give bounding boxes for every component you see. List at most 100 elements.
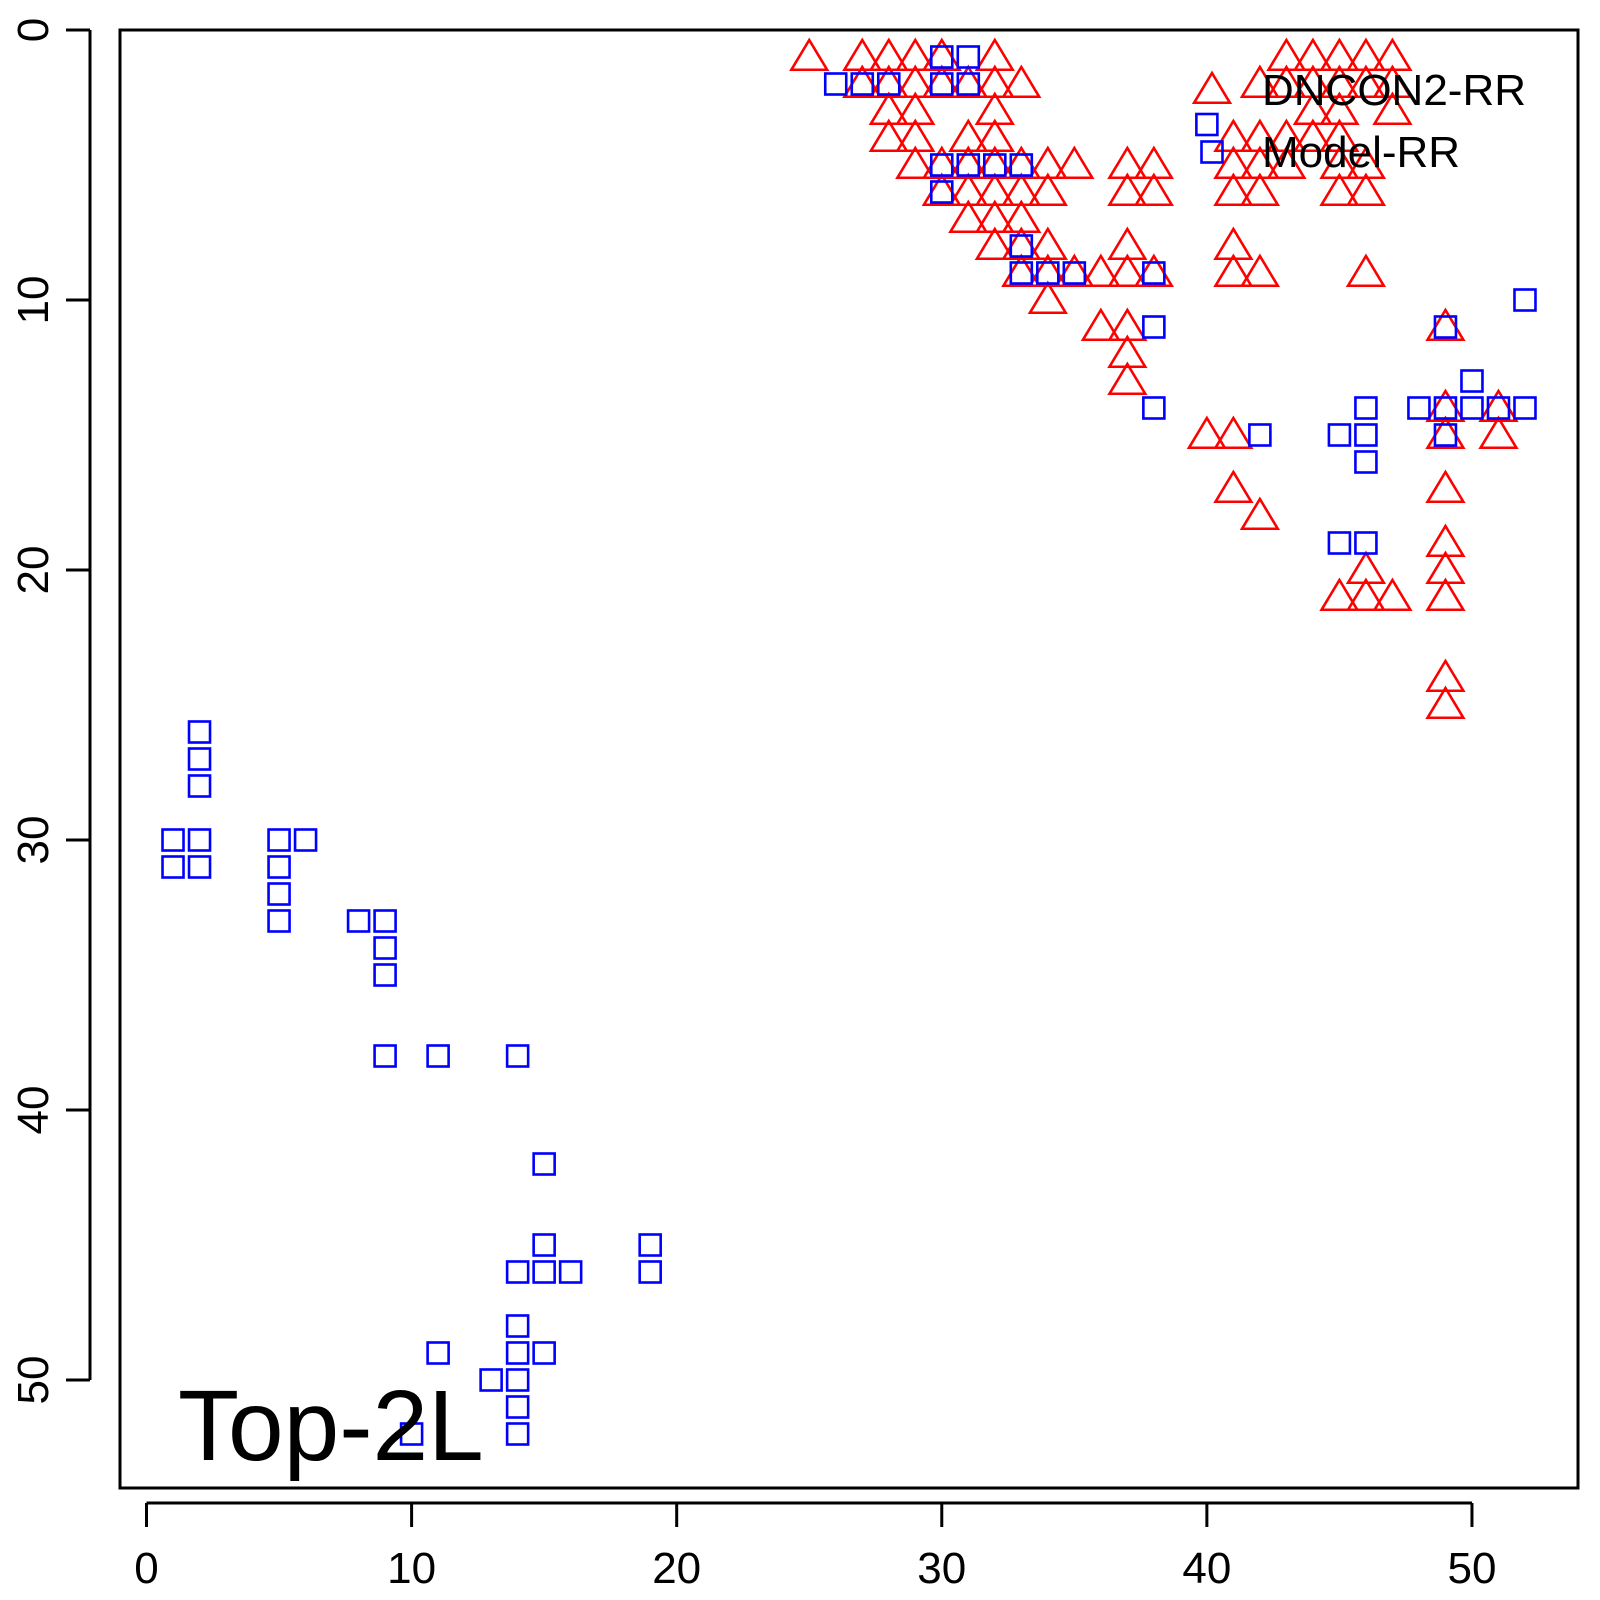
- triangle-point: [895, 37, 936, 72]
- square-point: [187, 855, 212, 879]
- triangle-point: [1080, 307, 1121, 342]
- square-point: [1009, 234, 1034, 258]
- x-tick-label: 50: [1447, 1544, 1496, 1593]
- square-point: [426, 1341, 450, 1365]
- triangle-point: [1239, 64, 1281, 99]
- triangle-point: [1266, 118, 1307, 153]
- square-point: [267, 828, 291, 852]
- square-point: [956, 45, 981, 69]
- x-tick-label: 10: [387, 1544, 436, 1593]
- triangle-point: [921, 145, 962, 180]
- triangle-point: [1107, 334, 1148, 369]
- triangle-point: [1319, 118, 1360, 153]
- triangle-point: [868, 118, 909, 153]
- square-point: [1354, 450, 1378, 474]
- triangle-point: [1345, 64, 1387, 99]
- triangle-point: [1027, 145, 1068, 180]
- triangle-point: [948, 172, 989, 207]
- triangle-point: [1213, 118, 1254, 153]
- square-point: [505, 1341, 530, 1365]
- triangle-point: [1054, 253, 1095, 288]
- triangle-point: [1213, 172, 1254, 207]
- triangle-point: [921, 64, 962, 99]
- square-point: [267, 855, 291, 879]
- square-point: [1009, 153, 1034, 177]
- triangle-point: [1319, 172, 1360, 207]
- triangle-point: [895, 118, 936, 153]
- square-point: [505, 1260, 530, 1284]
- y-tick-label: 40: [9, 1086, 58, 1135]
- triangle-point: [1213, 145, 1254, 180]
- triangle-point: [1266, 37, 1307, 72]
- square-point: [638, 1233, 662, 1257]
- triangle-point: [1425, 550, 1466, 585]
- square-point: [479, 1368, 503, 1392]
- triangle-point: [1133, 172, 1175, 207]
- square-point: [1248, 423, 1272, 447]
- legend-label: Model-RR: [1262, 128, 1460, 177]
- triangle-point: [1001, 226, 1042, 261]
- triangle-point: [1027, 226, 1068, 261]
- triangle-point: [1107, 253, 1148, 288]
- triangle-point: [1239, 496, 1281, 531]
- square-point: [1460, 369, 1484, 393]
- triangle-point: [842, 37, 883, 72]
- triangle-point: [1027, 253, 1068, 288]
- square-point: [426, 1044, 450, 1068]
- triangle-point: [1319, 37, 1360, 72]
- triangle-point: [1213, 226, 1254, 261]
- triangle-point: [1213, 469, 1254, 504]
- y-tick-label: 0: [9, 18, 58, 42]
- square-point: [876, 72, 901, 96]
- triangle-point: [1345, 145, 1387, 180]
- square-point: [1062, 261, 1087, 285]
- triangle-point: [895, 64, 936, 99]
- triangle-point: [948, 118, 989, 153]
- series-model-rr: [161, 45, 1537, 1446]
- triangle-point: [1345, 550, 1387, 585]
- square-point: [505, 1368, 530, 1392]
- triangle-point: [1266, 145, 1307, 180]
- triangle-point: [974, 172, 1015, 207]
- x-tick-label: 20: [652, 1544, 701, 1593]
- square-point: [1486, 396, 1511, 420]
- triangle-point: [948, 64, 989, 99]
- triangle-point: [842, 64, 883, 99]
- legend-label: DNCON2-RR: [1262, 66, 1526, 115]
- triangle-point: [895, 91, 936, 126]
- square-point: [1036, 261, 1060, 285]
- triangle-point: [789, 37, 830, 72]
- square-point: [823, 72, 848, 96]
- y-tick-label: 30: [9, 816, 58, 865]
- triangle-point: [1239, 118, 1281, 153]
- triangle-point: [895, 145, 936, 180]
- triangle-point: [1107, 226, 1148, 261]
- y-tick-label: 50: [9, 1356, 58, 1405]
- triangle-point: [948, 145, 989, 180]
- square-point: [161, 855, 185, 879]
- square-point: [373, 963, 397, 987]
- triangle-point: [1345, 253, 1387, 288]
- triangle-point: [1239, 172, 1281, 207]
- triangle-point: [1425, 658, 1466, 693]
- triangle-point: [1319, 577, 1360, 612]
- square-point: [267, 882, 291, 906]
- triangle-point: [1027, 280, 1068, 315]
- triangle-point: [974, 226, 1015, 261]
- triangle-point: [1319, 91, 1360, 126]
- triangle-point: [1292, 64, 1334, 99]
- square-point: [187, 828, 212, 852]
- square-point: [1433, 315, 1458, 339]
- legend-square-icon: [1200, 140, 1224, 164]
- triangle-point: [1478, 415, 1519, 450]
- triangle-point: [1345, 37, 1387, 72]
- square-point: [929, 45, 954, 69]
- triangle-point: [1266, 64, 1307, 99]
- triangle-point: [1239, 145, 1281, 180]
- legend-triangle-icon: [1191, 70, 1233, 105]
- triangle-point: [1319, 145, 1360, 180]
- legend: DNCON2-RR Model-RR: [1191, 66, 1526, 177]
- triangle-point: [1001, 253, 1042, 288]
- square-point: [1354, 423, 1378, 447]
